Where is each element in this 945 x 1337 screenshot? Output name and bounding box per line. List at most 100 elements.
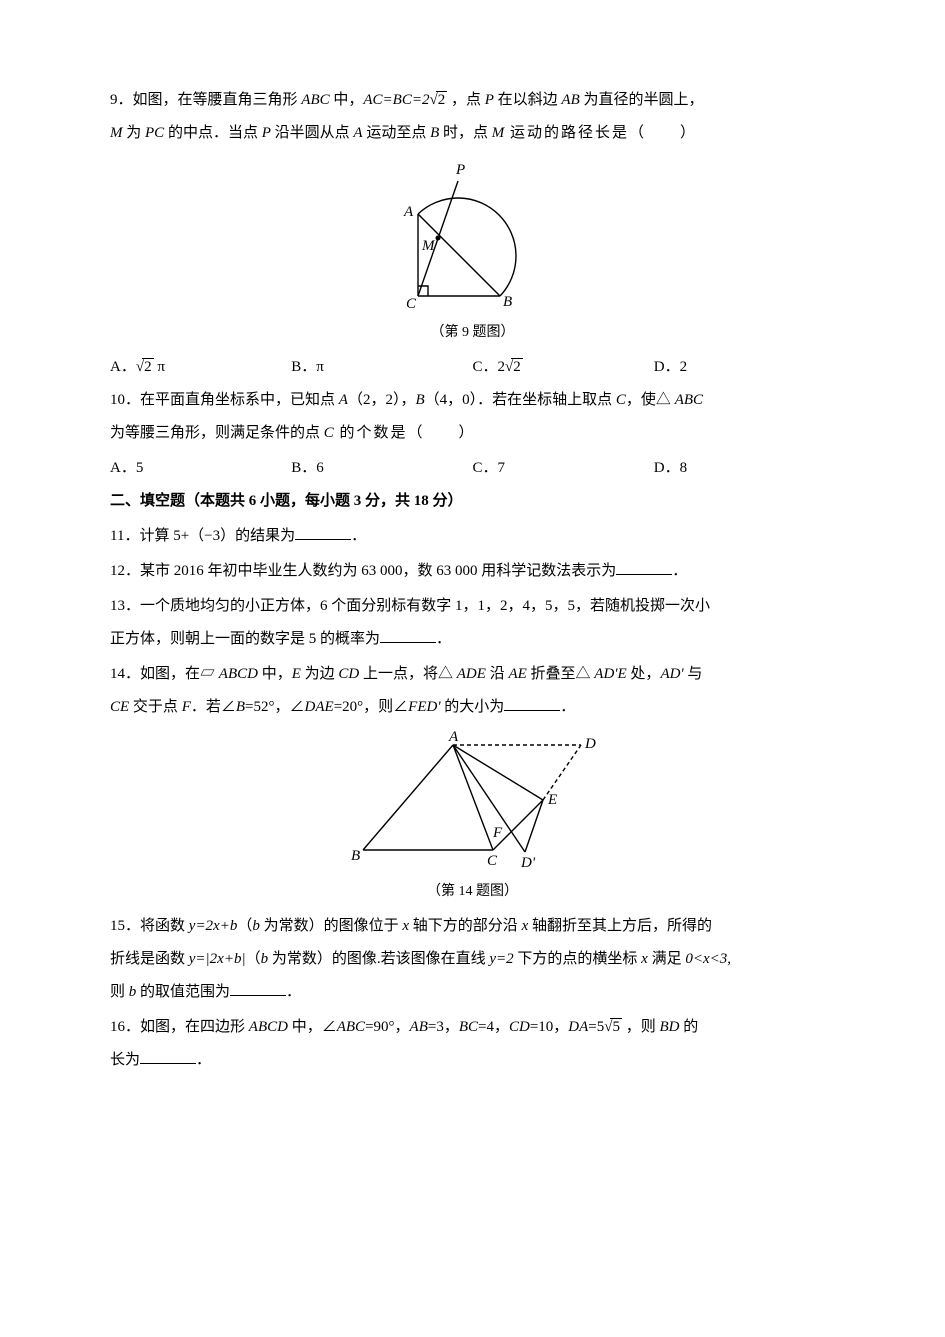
section-2-title: 二、填空题（本题共 6 小题，每小题 3 分，共 18 分） — [110, 485, 835, 518]
q14-AE: AE — [508, 666, 526, 682]
question-9: 9．如图，在等腰直角三角形 ABC 中，AC=BC=2√2 ，点 P 在以斜边 … — [110, 84, 835, 150]
q14-ADp: AD' — [660, 666, 683, 682]
q16-rad: 5 — [610, 1018, 622, 1036]
opt-suffix: π — [154, 359, 165, 375]
question-12: 12．某市 2016 年初中毕业生人数约为 63 000，数 63 000 用科… — [110, 555, 835, 588]
q9-options: A．√2 π B．π C．2√2 D．2 — [110, 351, 835, 384]
q14-diagram: A B C D E D' F — [343, 730, 603, 875]
q10-paren: 的个数是（ ） — [334, 425, 476, 441]
q15-text: 将函数 — [140, 918, 189, 934]
q15-x: x — [641, 951, 648, 967]
q16-text: =5 — [588, 1019, 604, 1035]
q9-AB: AB — [561, 92, 579, 108]
q15-period: ． — [286, 984, 301, 1000]
q15-text: 下方的点的横坐标 — [514, 951, 642, 967]
q14-text: 折叠至△ — [527, 666, 595, 682]
q15-text: 轴下方的部分沿 — [409, 918, 522, 934]
q16-text: 的 — [680, 1019, 699, 1035]
blank-input[interactable] — [230, 982, 286, 996]
q15-b: b — [261, 951, 269, 967]
q14-text: 与 — [684, 666, 703, 682]
q15-text: 为常数）的图像位于 — [260, 918, 403, 934]
q14-DAE: DAE — [305, 699, 334, 715]
q14-FEDp: FED' — [408, 699, 440, 715]
q14-text: =52°，∠ — [245, 699, 304, 715]
q15-text: （ — [246, 951, 261, 967]
q9-text: 为 — [123, 125, 146, 141]
q14-E: E — [292, 666, 301, 682]
q13-text: 正方体，则朝上一面的数字是 5 的概率为 — [110, 631, 380, 647]
q16-text: =10， — [530, 1019, 568, 1035]
q9-option-c: C．2√2 — [473, 351, 654, 384]
q14-number: 14． — [110, 666, 140, 682]
q16-text: 如图，在四边形 — [140, 1019, 249, 1035]
q16-ABC: ABC — [337, 1019, 365, 1035]
opt-rad: 2 — [511, 358, 523, 376]
blank-input[interactable] — [380, 629, 436, 643]
q14-text: 为边 — [301, 666, 339, 682]
q10-C2: C — [324, 425, 334, 441]
opt-label: A． — [110, 359, 136, 375]
q14-ADE: ADE — [457, 666, 486, 682]
q10-coords: （2，2）， — [348, 392, 416, 408]
blank-input[interactable] — [295, 526, 351, 540]
blank-input[interactable] — [140, 1050, 196, 1064]
q9-caption: （第 9 题图） — [110, 318, 835, 349]
label-B: B — [503, 294, 512, 310]
q13-period: ． — [436, 631, 451, 647]
q9-option-b: B．π — [291, 351, 472, 384]
blank-input[interactable] — [504, 697, 560, 711]
q9-text: 如图，在等腰直角三角形 — [133, 92, 302, 108]
q10-number: 10． — [110, 392, 140, 408]
label-B: B — [351, 848, 360, 864]
q11-period: ． — [351, 528, 366, 544]
opt-label: C．2 — [473, 359, 506, 375]
label-A: A — [448, 730, 459, 745]
q10-text: 为等腰三角形，则满足条件的点 — [110, 425, 324, 441]
q16-text: =4， — [478, 1019, 509, 1035]
q9-abc: ABC — [301, 92, 329, 108]
question-16: 16．如图，在四边形 ABCD 中，∠ABC=90°，AB=3，BC=4，CD=… — [110, 1011, 835, 1077]
q9-B: B — [430, 125, 439, 141]
q14-ABCD: ABCD — [219, 666, 258, 682]
q9-eq: AC=BC=2 — [363, 92, 429, 108]
q15-eq3: y=2 — [489, 951, 513, 967]
q14-text: =20°，则∠ — [334, 699, 408, 715]
q15-eq1: y=2x+b — [189, 918, 238, 934]
q16-text: =3， — [428, 1019, 459, 1035]
blank-input[interactable] — [616, 561, 672, 575]
q15-ineq: 0<x<3 — [685, 951, 727, 967]
q15-text: （ — [237, 918, 252, 934]
q10-text: 在平面直角坐标系中，已知点 — [140, 392, 339, 408]
label-Dp: D' — [520, 855, 536, 871]
q14-text: 中， — [258, 666, 292, 682]
q13-text: 一个质地均匀的小正方体，6 个面分别标有数字 1，1，2，4，5，5，若随机投掷… — [140, 598, 710, 614]
q16-text: =90°， — [365, 1019, 409, 1035]
question-14: 14．如图，在▱ ABCD 中，E 为边 CD 上一点，将△ ADE 沿 AE … — [110, 658, 835, 724]
q11-text: 计算 5+（−3）的结果为 — [139, 528, 295, 544]
q14-F: F — [182, 699, 191, 715]
q16-text: ，则 — [622, 1019, 660, 1035]
q9-P: P — [262, 125, 271, 141]
figure-q9: A B C P M （第 9 题图） — [110, 156, 835, 349]
q9-rad: 2 — [436, 91, 448, 109]
q14-period: ． — [560, 699, 575, 715]
q10-A: A — [339, 392, 348, 408]
q9-P: P — [485, 92, 494, 108]
q16-AB: AB — [410, 1019, 428, 1035]
q11-number: 11． — [110, 528, 139, 544]
q14-text: 如图，在▱ — [140, 666, 219, 682]
q14-B: B — [236, 699, 245, 715]
q14-text: ．若∠ — [191, 699, 236, 715]
q9-M: M — [110, 125, 123, 141]
q15-text: 为常数）的图像.若该图像在直线 — [268, 951, 489, 967]
q9-text: 在以斜边 — [494, 92, 562, 108]
q9-option-a: A．√2 π — [110, 351, 291, 384]
q14-text: 处， — [627, 666, 661, 682]
q9-number: 9． — [110, 92, 133, 108]
question-15: 15．将函数 y=2x+b（b 为常数）的图像位于 x 轴下方的部分沿 x 轴翻… — [110, 910, 835, 1009]
q16-DA: DA — [568, 1019, 588, 1035]
question-11: 11．计算 5+（−3）的结果为 ． — [110, 520, 835, 553]
q14-text: 的大小为 — [441, 699, 505, 715]
q15-text: 轴翻折至其上方后，所得的 — [528, 918, 712, 934]
